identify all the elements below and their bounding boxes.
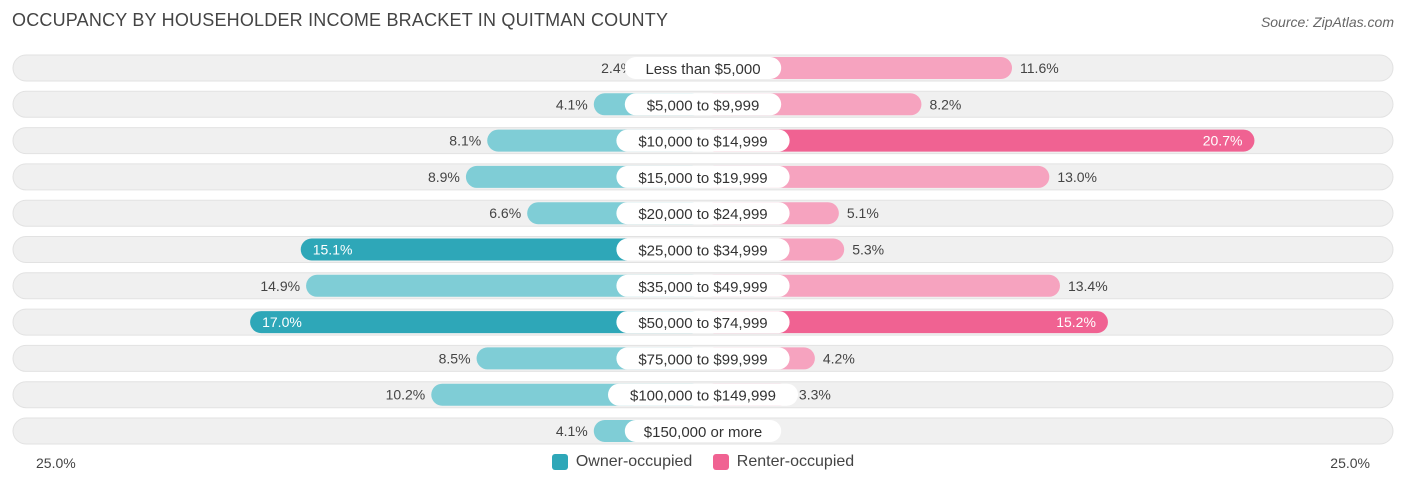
axis-right-label: 25.0% — [1330, 455, 1370, 471]
owner-value-label: 4.1% — [556, 423, 588, 439]
category-label: Less than $5,000 — [645, 61, 760, 78]
category-label: $75,000 to $99,999 — [638, 351, 767, 368]
owner-bar — [300, 238, 703, 261]
category-pill — [624, 57, 782, 79]
renter-value-label: 4.2% — [823, 350, 855, 366]
category-pill — [616, 202, 790, 225]
category-pill — [624, 420, 782, 442]
category-pill — [616, 129, 790, 152]
category-pill — [624, 93, 782, 116]
owner-bar — [306, 274, 703, 297]
renter-bar — [703, 129, 1255, 152]
renter-value-label: 15.2% — [1056, 314, 1096, 330]
owner-value-label: 14.9% — [260, 278, 300, 294]
owner-value-label: 6.6% — [489, 205, 521, 221]
renter-value-label: 8.2% — [929, 96, 961, 112]
chart-title: OCCUPANCY BY HOUSEHOLDER INCOME BRACKET … — [12, 10, 669, 30]
category-pill — [608, 383, 798, 406]
category-label: $10,000 to $14,999 — [638, 134, 767, 151]
renter-value-label: 11.6% — [1020, 60, 1059, 76]
renter-value-label: 5.3% — [852, 242, 884, 258]
renter-value-label: 13.4% — [1068, 278, 1108, 294]
legend-owner-swatch — [551, 454, 568, 470]
source-note: Source: ZipAtlas.com — [1260, 14, 1394, 30]
category-label: $150,000 or more — [644, 424, 762, 441]
legend-renter: Renter-occupied — [712, 453, 855, 471]
legend-owner: Owner-occupied — [551, 453, 693, 471]
legend-renter-swatch — [712, 454, 729, 470]
owner-value-label: 8.1% — [449, 133, 481, 149]
owner-value-label: 2.4% — [601, 60, 633, 76]
renter-value-label: 13.0% — [1057, 169, 1097, 185]
category-label: $100,000 to $149,999 — [630, 388, 776, 405]
owner-value-label: 8.9% — [428, 169, 460, 185]
axis-left-label: 25.0% — [36, 455, 76, 471]
owner-value-label: 4.1% — [556, 96, 588, 112]
renter-bar — [703, 274, 1060, 297]
category-label: $5,000 to $9,999 — [647, 97, 760, 114]
category-label: $15,000 to $19,999 — [638, 170, 767, 187]
owner-value-label: 10.2% — [386, 387, 426, 403]
legend-renter-label: Renter-occupied — [736, 453, 855, 470]
renter-bar — [703, 165, 1050, 188]
renter-bar — [703, 311, 1108, 334]
category-pill — [616, 274, 790, 297]
category-label: $25,000 to $34,999 — [638, 243, 767, 260]
legend-owner-label: Owner-occupied — [575, 453, 693, 470]
owner-value-label: 15.1% — [313, 242, 353, 258]
renter-value-label: 20.7% — [1203, 133, 1243, 149]
owner-bar — [250, 311, 703, 334]
category-pill — [616, 347, 790, 370]
category-label: $35,000 to $49,999 — [638, 279, 767, 296]
owner-value-label: 17.0% — [262, 314, 302, 330]
legend: Owner-occupied Renter-occupied — [0, 453, 1406, 475]
renter-bar — [703, 57, 1013, 79]
category-label: $50,000 to $74,999 — [638, 315, 767, 332]
renter-value-label: 3.3% — [799, 387, 831, 403]
owner-value-label: 8.5% — [439, 350, 471, 366]
category-label: $20,000 to $24,999 — [638, 206, 767, 223]
category-pill — [616, 238, 790, 261]
category-pill — [616, 165, 790, 188]
diverging-bar-chart: 2.4% 11.6% Less than $5,000 4.1% 8.2% $5,000 … — [12, 54, 1394, 445]
category-pill — [616, 311, 790, 334]
renter-value-label: 5.1% — [847, 205, 879, 221]
